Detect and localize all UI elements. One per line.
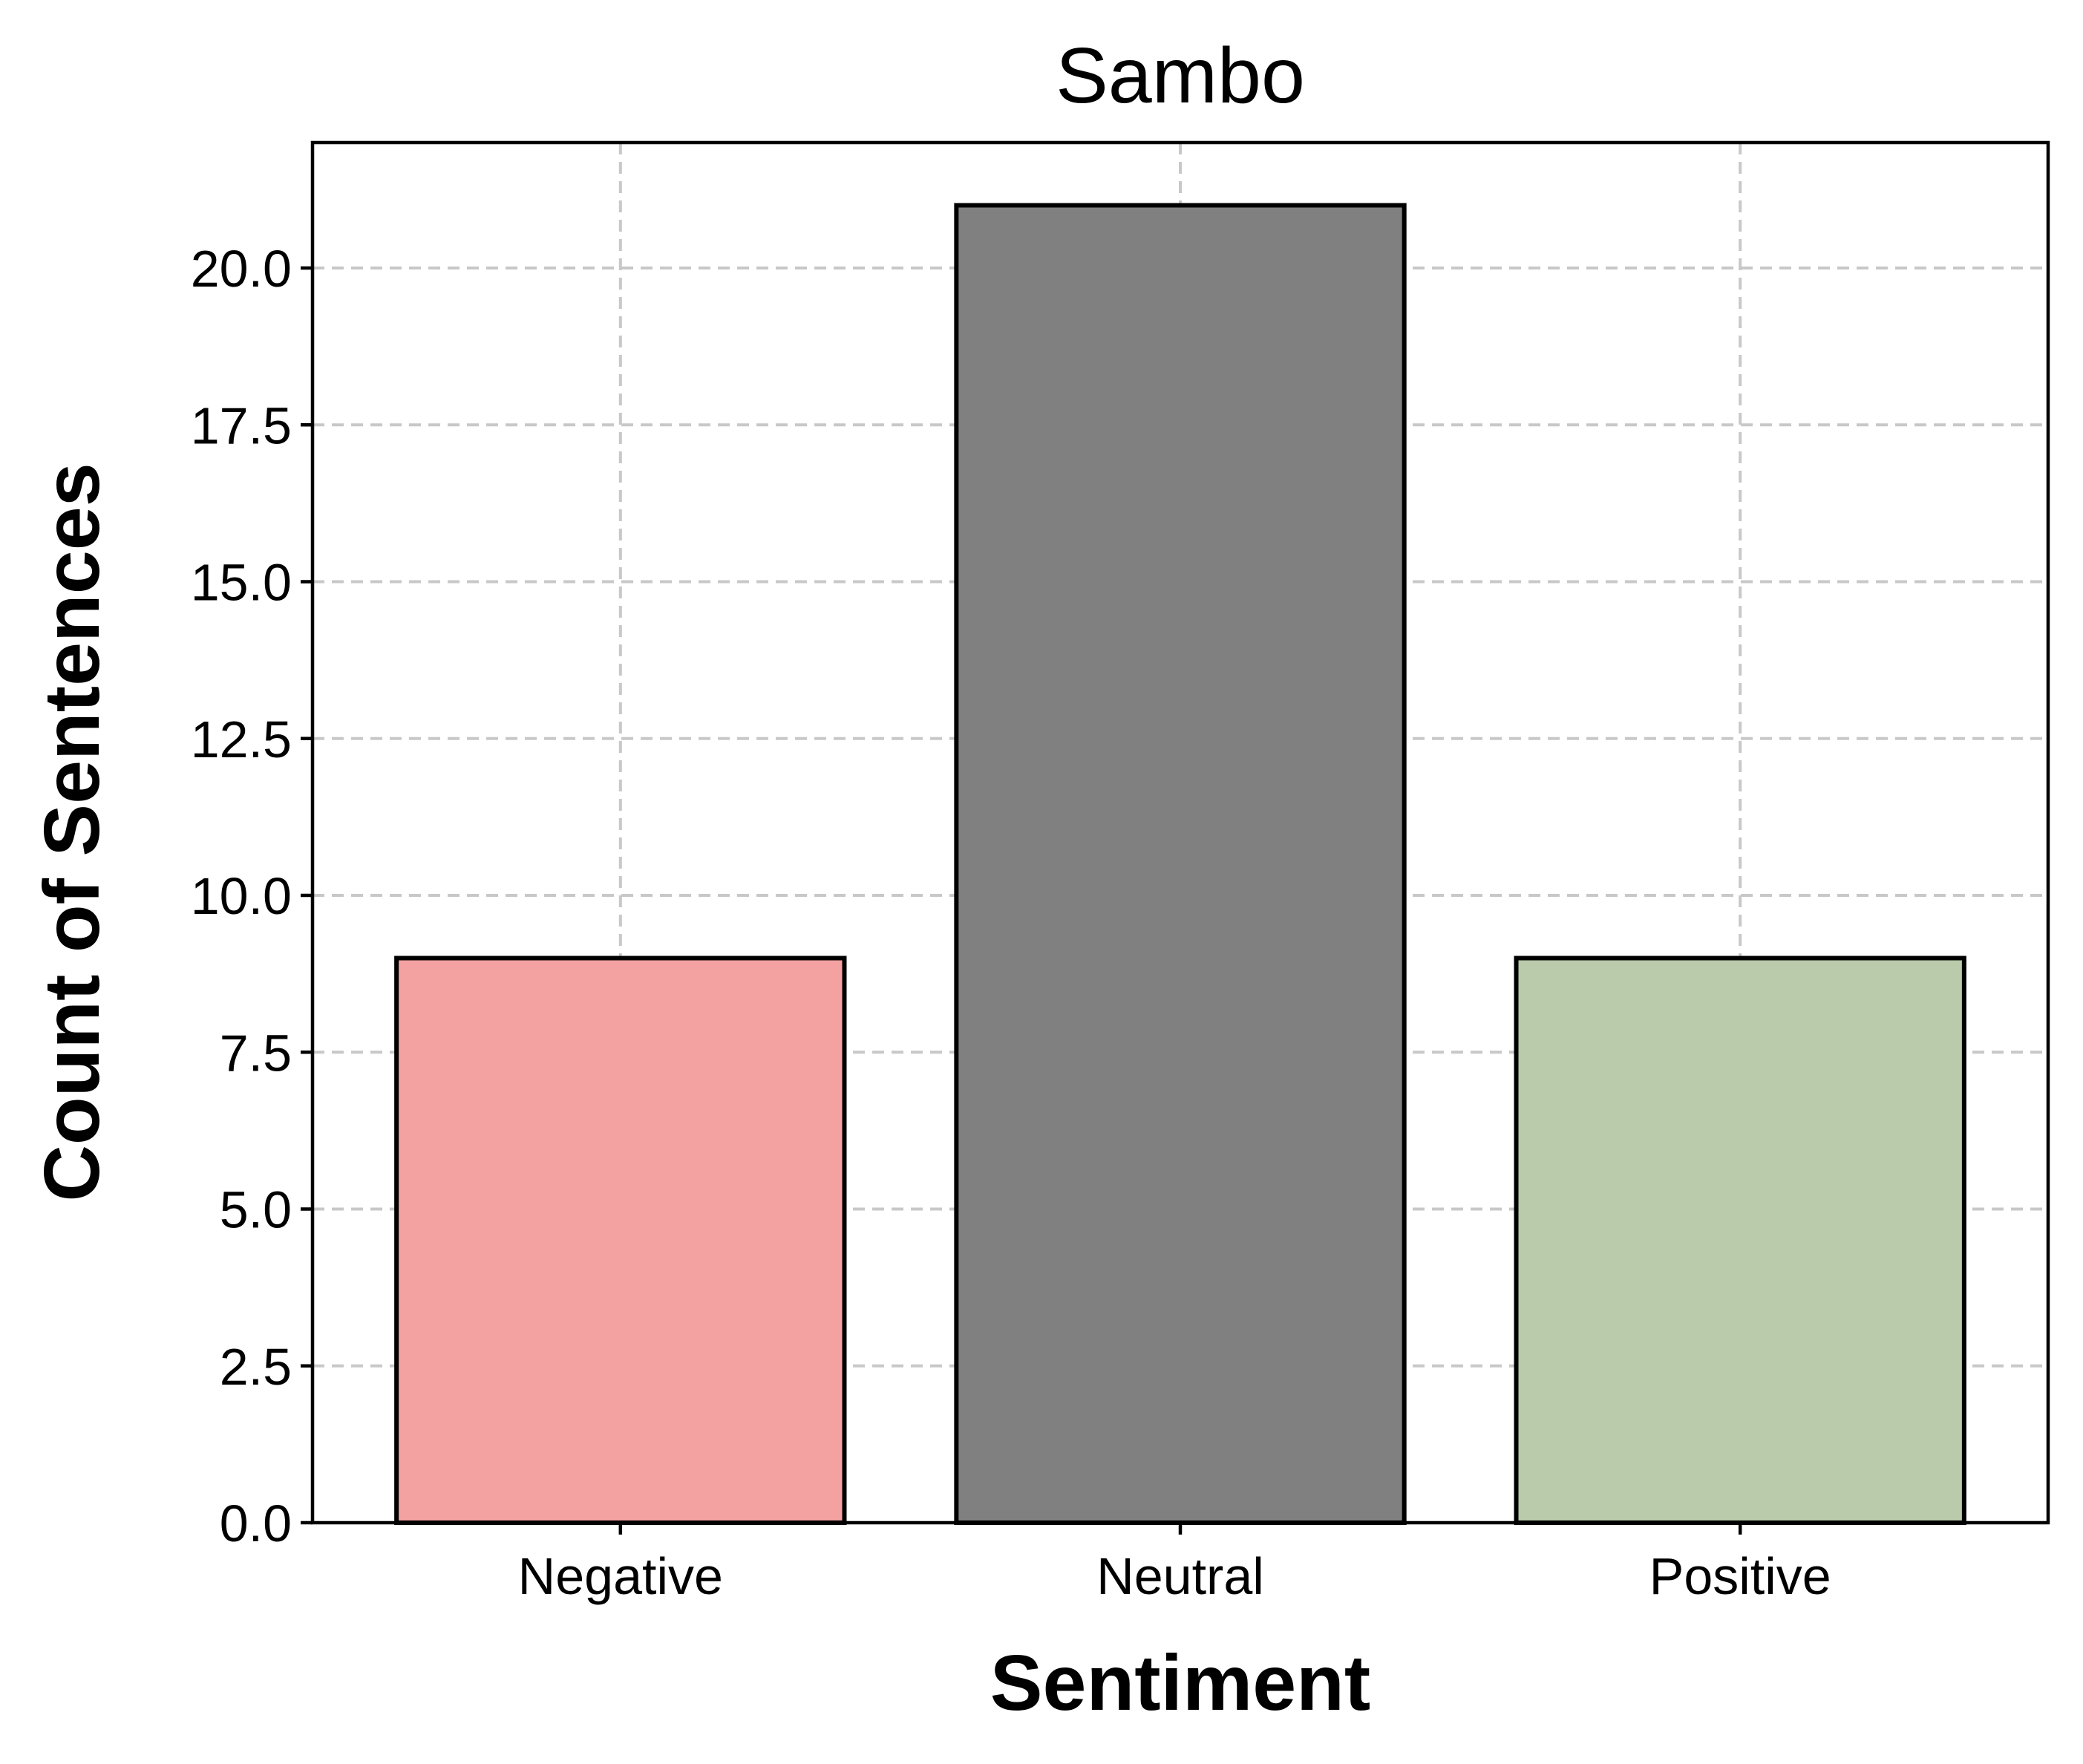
x-tick-label-neutral: Neutral bbox=[1096, 1547, 1264, 1605]
y-tick-label: 10.0 bbox=[191, 867, 292, 925]
y-tick-label: 12.5 bbox=[191, 710, 292, 768]
bar-negative bbox=[394, 956, 847, 1525]
bar-neutral bbox=[954, 203, 1407, 1525]
x-tick-label-negative: Negative bbox=[518, 1547, 723, 1605]
ticks-layer: 0.0 2.5 5.0 7.5 10.0 12.5 15.0 17.5 20.0 Negative… bbox=[191, 240, 1831, 1605]
y-tick-label: 7.5 bbox=[220, 1024, 292, 1082]
y-tick-label: 5.0 bbox=[220, 1181, 292, 1239]
x-tick-label-positive: Positive bbox=[1649, 1547, 1831, 1605]
y-tick-label: 2.5 bbox=[220, 1338, 292, 1396]
bar-positive bbox=[1514, 956, 1966, 1525]
y-tick-label: 0.0 bbox=[220, 1494, 292, 1552]
y-tick-label: 15.0 bbox=[191, 554, 292, 612]
chart-title: Sambo bbox=[1056, 32, 1305, 120]
y-tick-label: 20.0 bbox=[191, 240, 292, 298]
y-axis-label: Count of Sentences bbox=[28, 463, 116, 1201]
y-tick-label: 17.5 bbox=[191, 396, 292, 454]
bars-layer bbox=[394, 203, 1966, 1525]
x-axis-label: Sentiment bbox=[990, 1639, 1370, 1727]
